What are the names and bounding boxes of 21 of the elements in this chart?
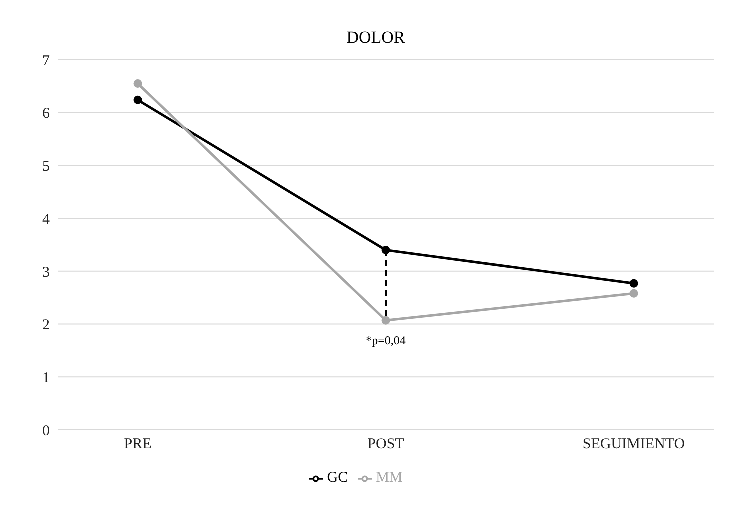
y-tick-label: 2 [42,318,50,334]
y-tick-label: 6 [42,106,50,122]
point [134,80,142,88]
x-tick-label: SEGUIMIENTO [582,436,686,453]
annotation: *p=0,04 [366,334,406,348]
point [382,246,390,255]
y-tick-label: 3 [42,264,50,281]
point [630,289,638,298]
legend-label: GC [327,470,348,486]
y-tick-label: 5 [42,159,50,176]
point [382,316,390,325]
legend-label: MM [376,470,403,486]
y-tick-label: 4 [42,212,50,228]
x-tick-label: PRE [124,436,152,453]
x-tick-label: POST [368,436,404,453]
point [630,279,638,288]
y-tick-label: 7 [42,53,50,70]
point [134,96,142,104]
chart-title: DOLOR [346,27,406,49]
y-tick-label: 0 [42,423,50,440]
y-tick-label: 1 [42,370,50,386]
